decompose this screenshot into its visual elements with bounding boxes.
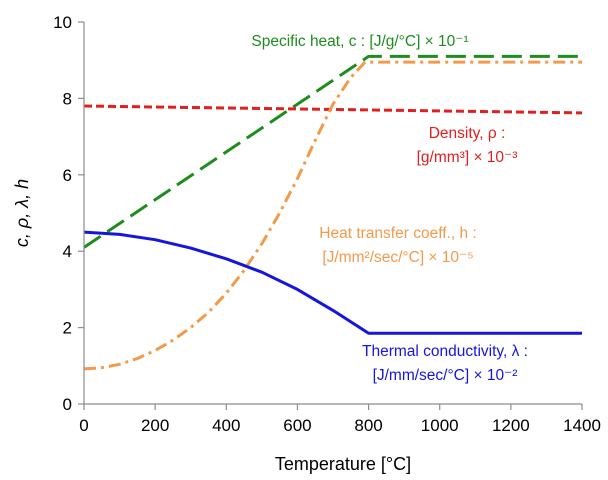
series-line-heat_transfer [83, 60, 582, 371]
y-axis-title: c, ρ, λ, h [12, 179, 32, 247]
series-line-thermal_conductivity [83, 230, 582, 335]
series-annotation-density: [g/mm³] × 10⁻³ [417, 149, 518, 166]
y-tick-label: 10 [53, 13, 72, 32]
series-annotation-specific_heat: Specific heat, c : [J/g/°C] × 10⁻¹ [251, 33, 468, 50]
axis-layer: 0 2 4 6 8 10 0 200 400 600 800 1000 1200 1400 [53, 13, 601, 435]
series-annotation-thermal_conductivity: [J/mm/sec/°C] × 10⁻² [373, 367, 518, 384]
series-annotation-heat_transfer: [J/mm²/sec/°C] × 10⁻⁵ [322, 249, 473, 266]
y-tick-label: 8 [63, 89, 72, 108]
x-axis-title: Temperature [°C] [275, 454, 411, 474]
series-annotation-heat_transfer: Heat transfer coeff., h : [319, 225, 476, 242]
y-tick-label: 2 [63, 319, 72, 338]
series-annotation-density: Density, ρ : [429, 125, 506, 142]
x-tick-label: 200 [141, 416, 169, 435]
x-tick-label: 1000 [421, 416, 459, 435]
y-tick-label: 4 [63, 242, 72, 261]
series-annotation-thermal_conductivity: Thermal conductivity, λ : [362, 343, 528, 360]
x-tick-label: 0 [79, 416, 88, 435]
series-line-density [83, 104, 583, 115]
x-tick-label: 600 [283, 416, 311, 435]
x-tick-label: 800 [354, 416, 382, 435]
series-layer [83, 54, 583, 371]
x-tick-label: 400 [212, 416, 240, 435]
x-tick-label: 1200 [492, 416, 530, 435]
y-tick-label: 0 [63, 395, 72, 414]
y-tick-label: 6 [63, 166, 72, 185]
x-tick-label: 1400 [563, 416, 601, 435]
series-line-specific_heat [83, 54, 582, 249]
annotation-layer: Specific heat, c : [J/g/°C] × 10⁻¹ Densit… [251, 33, 528, 384]
